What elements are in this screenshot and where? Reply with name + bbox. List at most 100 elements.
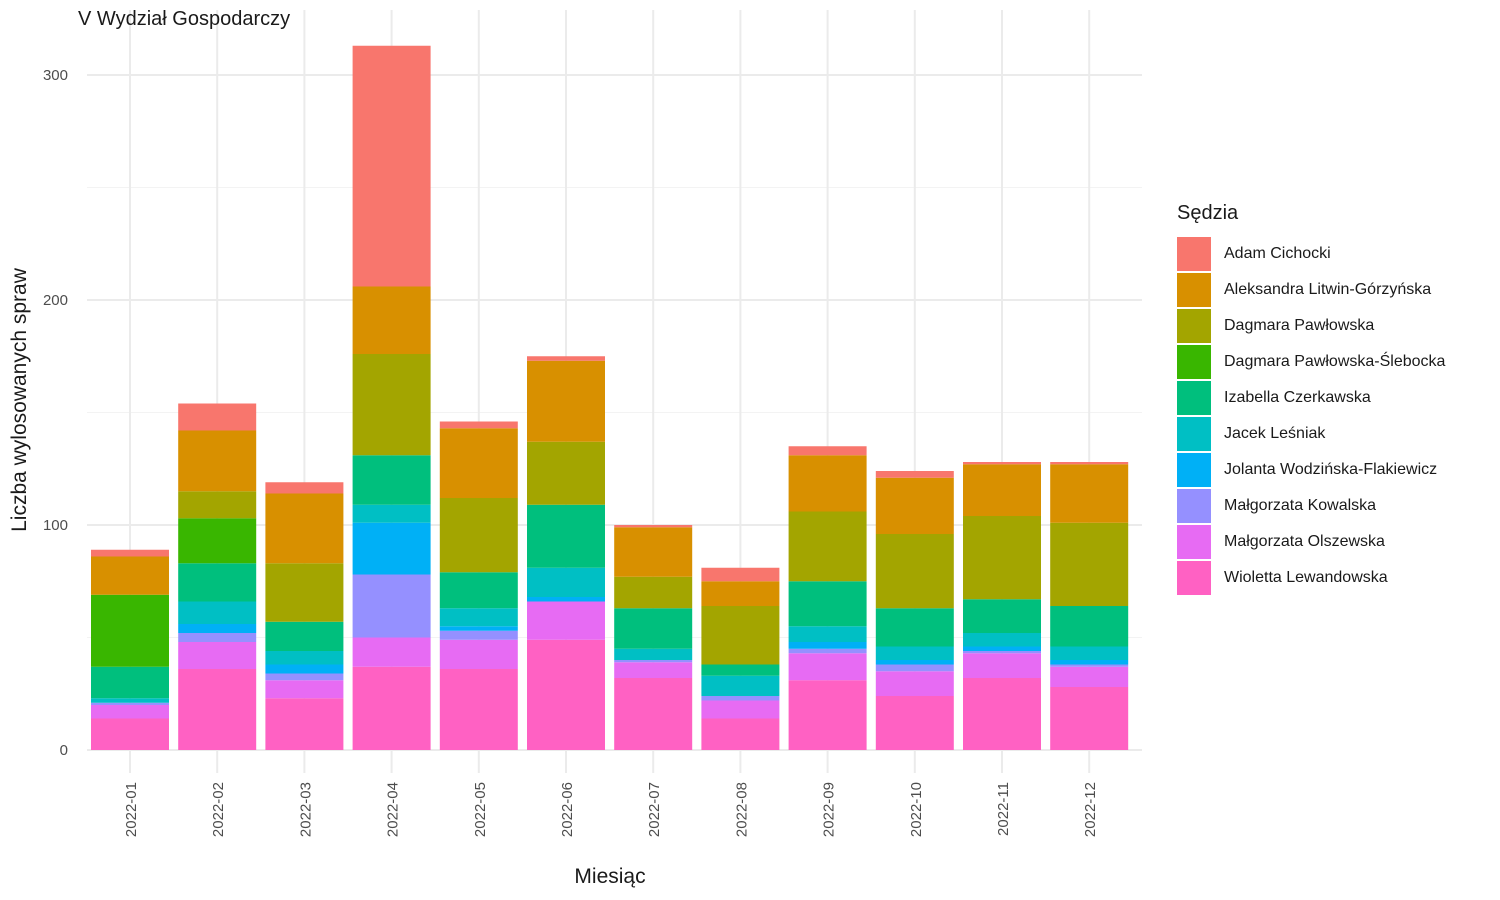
legend-swatch bbox=[1177, 273, 1211, 307]
legend-swatch bbox=[1177, 489, 1211, 523]
bar-segment bbox=[265, 673, 344, 681]
legend-item: Jolanta Wodzińska-Flakiewicz bbox=[1177, 452, 1445, 488]
bar-segment bbox=[788, 680, 867, 750]
bar-segment bbox=[614, 678, 693, 750]
legend-swatch bbox=[1177, 525, 1211, 559]
bar-segment bbox=[265, 664, 344, 674]
bar-segment bbox=[91, 549, 169, 557]
bar-segment bbox=[788, 446, 867, 456]
bar-segment bbox=[1050, 664, 1129, 667]
bar-segment bbox=[1050, 606, 1129, 647]
legend-swatch bbox=[1177, 561, 1211, 595]
bar-segment bbox=[439, 428, 518, 498]
x-tick-label: 2022-06 bbox=[559, 782, 576, 837]
bar-segment bbox=[701, 567, 780, 582]
legend-label: Wioletta Lewandowska bbox=[1224, 569, 1388, 586]
bar-segment bbox=[614, 662, 693, 678]
bar-segment bbox=[788, 642, 867, 649]
bar-segment bbox=[352, 637, 431, 667]
bar-segment bbox=[439, 572, 518, 609]
bar-segment bbox=[875, 534, 954, 609]
y-tick-label: 0 bbox=[60, 742, 68, 759]
bar-segment bbox=[265, 621, 344, 651]
bar-segment bbox=[178, 601, 257, 624]
bar-segment bbox=[265, 493, 344, 564]
bar-segment bbox=[1050, 464, 1129, 523]
bar-segment bbox=[91, 702, 169, 705]
bar-segment bbox=[352, 286, 431, 354]
chart-title: V Wydział Gospodarczy bbox=[78, 8, 291, 30]
legend-item: Dagmara Pawłowska bbox=[1177, 308, 1445, 344]
x-tick-label: 2022-04 bbox=[385, 782, 402, 837]
bar-segment bbox=[527, 639, 605, 750]
bar-segment bbox=[875, 696, 954, 750]
bar-segment bbox=[1050, 522, 1129, 606]
bar-segment bbox=[352, 504, 431, 523]
bar-segment bbox=[614, 660, 693, 663]
legend-label: Dagmara Pawłowska-Ślebocka bbox=[1224, 353, 1446, 370]
bar-segment bbox=[265, 482, 344, 494]
bar-segment bbox=[788, 511, 867, 582]
bar-segment bbox=[178, 669, 257, 750]
bar-segment bbox=[701, 664, 780, 676]
x-tick-label: 2022-05 bbox=[472, 782, 489, 837]
bars bbox=[91, 45, 1129, 750]
legend-item: Małgorzata Kowalska bbox=[1177, 488, 1445, 524]
legend-label: Małgorzata Olszewska bbox=[1224, 533, 1385, 550]
x-tick-label: 2022-11 bbox=[995, 782, 1012, 836]
bar-segment bbox=[91, 705, 169, 719]
legend-item: Aleksandra Litwin-Górzyńska bbox=[1177, 272, 1445, 308]
bar-segment bbox=[614, 576, 693, 609]
bar-segment bbox=[352, 522, 431, 575]
legend-swatch bbox=[1177, 381, 1211, 415]
x-tick-label: 2022-07 bbox=[646, 782, 663, 837]
bar-segment bbox=[788, 653, 867, 681]
x-axis-label: Miesiąc bbox=[574, 865, 646, 888]
bar-segment bbox=[701, 675, 780, 696]
bar-segment bbox=[701, 696, 780, 701]
bar-segment bbox=[875, 608, 954, 647]
bar-segment bbox=[265, 563, 344, 622]
bar-segment bbox=[701, 581, 780, 606]
bar-segment bbox=[1050, 687, 1129, 750]
bar-segment bbox=[875, 477, 954, 534]
bar-segment bbox=[439, 669, 518, 750]
bar-segment bbox=[875, 671, 954, 696]
legend-swatch bbox=[1177, 345, 1211, 379]
legend-swatch bbox=[1177, 237, 1211, 271]
legend-label: Adam Cichocki bbox=[1224, 245, 1331, 262]
bar-segment bbox=[91, 718, 169, 750]
legend-item: Dagmara Pawłowska-Ślebocka bbox=[1177, 344, 1445, 380]
bar-segment bbox=[875, 660, 954, 665]
bar-segment bbox=[963, 462, 1041, 465]
bar-segment bbox=[701, 718, 780, 750]
bar-segment bbox=[527, 597, 605, 602]
legend-label: Jacek Leśniak bbox=[1224, 425, 1326, 442]
bar-segment bbox=[352, 574, 431, 638]
bar-segment bbox=[91, 556, 169, 595]
bar-segment bbox=[352, 45, 431, 287]
legend-label: Aleksandra Litwin-Górzyńska bbox=[1224, 281, 1432, 298]
bar-segment bbox=[527, 360, 605, 442]
bar-segment bbox=[527, 356, 605, 361]
bar-segment bbox=[788, 581, 867, 627]
bar-segment bbox=[265, 651, 344, 665]
legend-item: Małgorzata Olszewska bbox=[1177, 524, 1445, 560]
legend-label: Małgorzata Kowalska bbox=[1224, 497, 1377, 514]
bar-segment bbox=[614, 527, 693, 577]
x-tick-label: 2022-12 bbox=[1082, 782, 1099, 837]
legend-swatch bbox=[1177, 417, 1211, 451]
legend-item: Izabella Czerkawska bbox=[1177, 380, 1445, 416]
legend: Sędzia Adam Cichocki Aleksandra Litwin-Gó… bbox=[1177, 202, 1445, 596]
bar-segment bbox=[527, 504, 605, 568]
bar-segment bbox=[265, 680, 344, 699]
bar-segment bbox=[91, 666, 169, 699]
bar-segment bbox=[875, 646, 954, 660]
bar-segment bbox=[701, 700, 780, 719]
x-axis-ticks: 2022-01 2022-02 2022-03 2022-04 2022-05 2022-… bbox=[123, 782, 1099, 837]
bar-segment bbox=[963, 516, 1041, 600]
y-axis-label: Liczba wylosowanych spraw bbox=[8, 268, 31, 532]
bar-segment bbox=[178, 403, 257, 431]
bar-segment bbox=[875, 471, 954, 478]
